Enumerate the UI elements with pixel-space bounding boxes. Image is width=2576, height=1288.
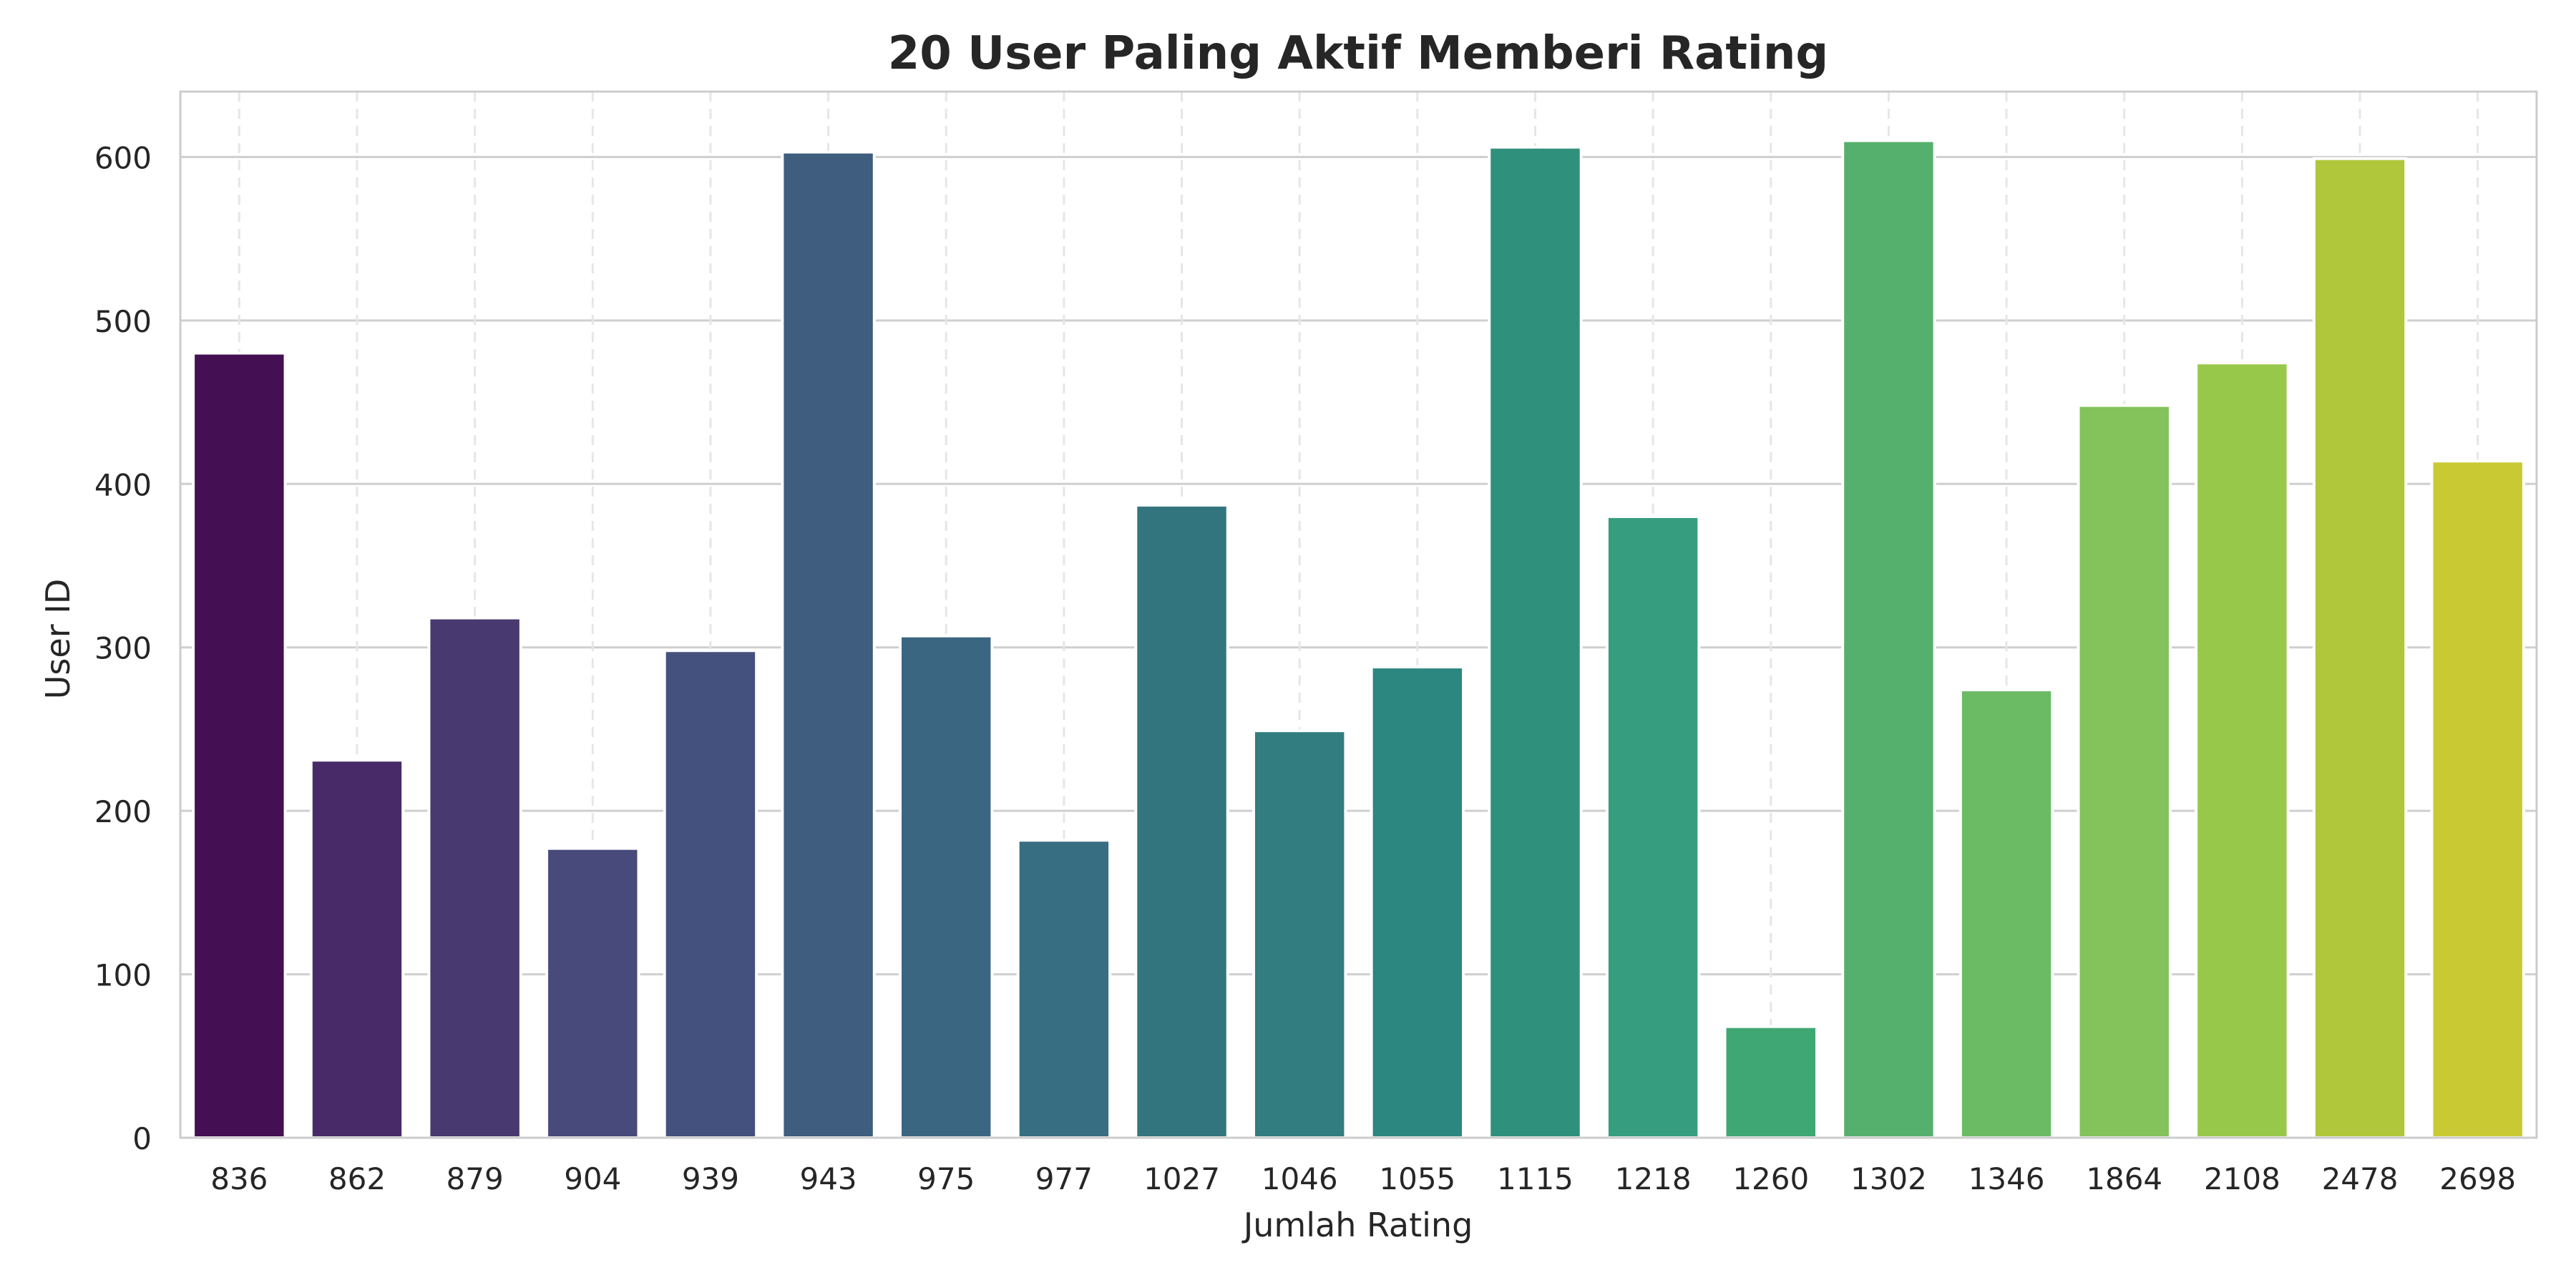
bar-939 — [663, 649, 758, 1139]
bar-2108 — [2195, 361, 2290, 1139]
bars — [192, 139, 2525, 1140]
x-tick-label: 943 — [799, 1161, 857, 1196]
x-tick-label: 1055 — [1379, 1161, 1455, 1196]
bar-943 — [781, 150, 876, 1140]
chart-title: 20 User Paling Aktif Memberi Rating — [888, 27, 1828, 80]
x-tick-label: 836 — [210, 1161, 268, 1196]
x-tick-labels: 836 862 879 904 939 943 975 977 1027 1046 1055 1115… — [210, 1161, 2516, 1196]
bar-2698 — [2430, 459, 2525, 1139]
x-tick-label: 1864 — [2086, 1161, 2162, 1196]
x-tick-label: 2698 — [2439, 1161, 2516, 1196]
bar-1027 — [1134, 503, 1229, 1139]
x-tick-label: 879 — [447, 1161, 504, 1196]
bar-1260 — [1723, 1025, 1818, 1139]
y-tick-label: 300 — [94, 631, 152, 666]
x-tick-label: 2108 — [2204, 1161, 2280, 1196]
bar-977 — [1016, 839, 1112, 1140]
x-tick-label: 904 — [564, 1161, 621, 1196]
bar-1055 — [1370, 665, 1465, 1139]
x-tick-label: 1260 — [1732, 1161, 1809, 1196]
x-tick-label: 1115 — [1497, 1161, 1574, 1196]
x-axis-label: Jumlah Rating — [1241, 1206, 1473, 1244]
bar-1302 — [1841, 139, 1936, 1139]
bar-904 — [545, 847, 640, 1140]
bar-879 — [427, 616, 522, 1139]
plot-frame — [179, 90, 2538, 1139]
y-tick-label: 500 — [94, 304, 152, 339]
bar-1864 — [2077, 404, 2172, 1139]
x-tick-label: 975 — [917, 1161, 975, 1196]
y-tick-label: 600 — [94, 140, 152, 175]
bar-836 — [192, 351, 287, 1139]
x-tick-label: 862 — [328, 1161, 386, 1196]
bar-975 — [899, 634, 994, 1139]
y-tick-label: 400 — [94, 467, 152, 502]
x-tick-label: 1046 — [1262, 1161, 1338, 1196]
y-axis-label: User ID — [39, 579, 77, 699]
bar-2478 — [2312, 157, 2408, 1139]
x-tick-label: 1218 — [1615, 1161, 1692, 1196]
x-tick-label: 1027 — [1143, 1161, 1220, 1196]
y-tick-label: 0 — [132, 1121, 152, 1156]
bar-1046 — [1252, 729, 1347, 1139]
x-tick-label: 1346 — [1968, 1161, 2045, 1196]
x-tick-label: 977 — [1035, 1161, 1093, 1196]
y-tick-label: 100 — [94, 958, 152, 993]
y-tick-labels: 0 100 200 300 400 500 600 — [94, 140, 152, 1156]
bar-862 — [309, 758, 405, 1139]
bar-1346 — [1958, 688, 2054, 1139]
x-tick-label: 1302 — [1850, 1161, 1927, 1196]
x-tick-label: 939 — [682, 1161, 739, 1196]
x-tick-label: 2478 — [2322, 1161, 2399, 1196]
bar-1218 — [1605, 514, 1701, 1139]
y-tick-label: 200 — [94, 794, 152, 829]
bar-1115 — [1488, 145, 1583, 1140]
